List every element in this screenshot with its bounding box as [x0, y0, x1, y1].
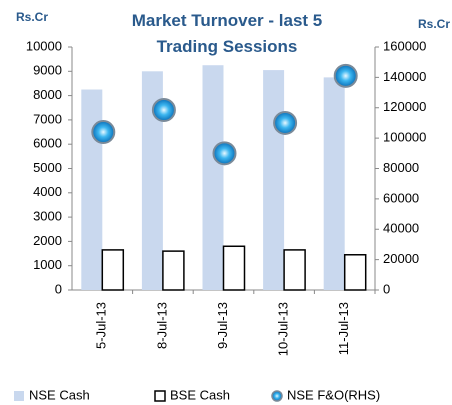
chart-title: Market Turnover - last 5 Trading Session… [131, 11, 323, 56]
legend-label: NSE F&O(RHS) [287, 387, 380, 402]
x-tick-label: 9-Jul-13 [215, 302, 230, 349]
bar [263, 70, 285, 291]
y2-tick-label: 160000 [383, 38, 426, 53]
y-tick-label: 7000 [33, 111, 62, 126]
y-tick-label: 9000 [33, 63, 62, 78]
bar [323, 77, 345, 290]
y2-axis-label: Rs.Cr [418, 17, 450, 31]
bar [202, 65, 224, 290]
x-tick-label: 11-Jul-13 [336, 302, 351, 355]
y-tick-label: 10000 [26, 38, 62, 53]
y2-tick-label: 120000 [383, 99, 426, 114]
y-tick-label: 2000 [33, 233, 62, 248]
y2-tick-label: 80000 [383, 160, 419, 175]
x-tick-label: 8-Jul-13 [154, 302, 169, 349]
legend-swatch [271, 390, 283, 402]
bar [283, 249, 306, 291]
y-tick-label: 0 [55, 281, 62, 296]
legend-label: NSE Cash [29, 387, 90, 402]
legend-swatch [154, 390, 166, 402]
bar [222, 245, 246, 291]
y2-tick-label: 40000 [383, 221, 419, 236]
y-tick-label: 8000 [33, 87, 62, 102]
bar [81, 89, 103, 291]
y-tick-label: 1000 [33, 257, 62, 272]
x-tick-label: 5-Jul-13 [94, 302, 109, 349]
y-tick-label: 4000 [33, 184, 62, 199]
marker [91, 120, 116, 145]
legend-label: BSE Cash [170, 387, 230, 402]
bar [162, 250, 185, 291]
y-axis-label: Rs.Cr [16, 10, 48, 24]
y-tick-label: 6000 [33, 136, 62, 151]
y2-tick-label: 140000 [383, 69, 426, 84]
y2-tick-label: 100000 [383, 130, 426, 145]
marker [151, 98, 176, 123]
bar [101, 249, 125, 291]
marker [273, 110, 298, 135]
y-tick-label: 3000 [33, 209, 62, 224]
bar [141, 71, 163, 290]
y2-tick-label: 60000 [383, 190, 419, 205]
marker [212, 141, 237, 166]
x-tick-label: 10-Jul-13 [276, 302, 291, 356]
y2-tick-label: 0 [383, 281, 390, 296]
bar [343, 254, 367, 291]
legend-swatch [14, 391, 24, 401]
marker [333, 63, 358, 88]
y2-tick-label: 20000 [383, 251, 419, 266]
y-tick-label: 5000 [33, 160, 62, 175]
